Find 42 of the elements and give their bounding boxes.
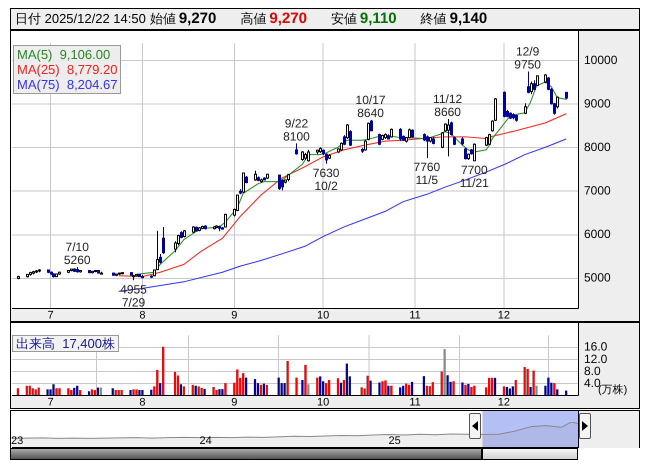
x-tick-label: 12 xyxy=(498,396,510,408)
x-tick-label: 10 xyxy=(317,309,330,322)
text: MA(25) 8,779.20 xyxy=(17,62,118,78)
x-tick-label: 12 xyxy=(498,309,510,322)
x-tick-label: 24 xyxy=(200,435,212,447)
y-tick-label: 12.0 xyxy=(584,352,608,366)
x-tick-label: 25 xyxy=(388,435,401,447)
x-tick-label: 11 xyxy=(409,396,421,408)
chart-title: 出来高 17,400株 xyxy=(12,335,119,352)
text: 終値 9,140 xyxy=(420,10,488,27)
text: 安値 9,110 xyxy=(330,10,397,27)
x-tick-label: 8 xyxy=(139,309,146,322)
annotation: 11/12 8660 xyxy=(433,92,463,119)
y-tick-label: 8.0 xyxy=(584,364,602,378)
y-tick-label: 6000 xyxy=(584,227,612,242)
x-tick-label: 9 xyxy=(231,396,238,408)
x-tick-label: 11 xyxy=(409,309,421,322)
y-tick-label: 16.0 xyxy=(584,340,608,354)
x-tick-label: 7 xyxy=(47,396,54,408)
x-tick-label: 10 xyxy=(317,396,330,408)
y-tick-label: 9000 xyxy=(584,96,612,110)
text: MA(5) 9,106.00 xyxy=(17,47,112,62)
y-tick-label: 10000 xyxy=(584,52,618,67)
x-tick-label: 9 xyxy=(231,309,238,322)
y-tick-label: 7000 xyxy=(584,184,612,198)
x-tick-label: 8 xyxy=(139,396,146,408)
annotation: 7760 11/5 xyxy=(414,160,441,188)
x-tick-label: 23 xyxy=(11,435,24,447)
annotation: 7630 10/2 xyxy=(312,166,340,193)
annotation: 10/17 8640 xyxy=(356,92,386,120)
text: 高値 9,270 xyxy=(240,10,307,27)
annotation: 7/10 5260 xyxy=(64,240,91,267)
annotation: 9/22 8100 xyxy=(283,116,310,144)
annotation: 7700 11/21 xyxy=(460,162,490,190)
text: MA(75) 8,204.67 xyxy=(17,77,118,92)
y-tick-label: 8000 xyxy=(584,140,612,154)
text: 始値 9,270 xyxy=(150,10,216,27)
chart-title: 日付 2025/12/22 14:50 xyxy=(15,11,146,26)
annotation: 12/9 9750 xyxy=(514,44,542,72)
y-tick-label: 5000 xyxy=(584,270,612,285)
y-axis-title: (万株) xyxy=(598,384,628,397)
x-tick-label: 7 xyxy=(47,309,54,322)
